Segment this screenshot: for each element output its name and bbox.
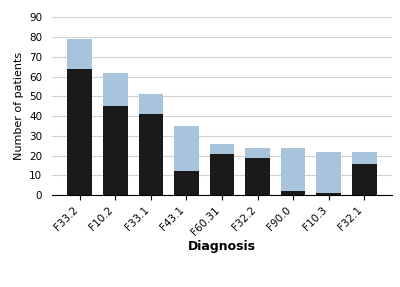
Y-axis label: Number of patients: Number of patients: [14, 52, 24, 160]
Bar: [281, 148, 306, 191]
Bar: [245, 148, 270, 158]
Bar: [352, 152, 376, 164]
Bar: [103, 106, 128, 195]
Bar: [245, 158, 270, 195]
Bar: [68, 69, 92, 195]
Bar: [138, 94, 163, 114]
Bar: [210, 144, 234, 154]
Bar: [138, 114, 163, 195]
Bar: [352, 164, 376, 195]
Bar: [174, 126, 199, 171]
Bar: [174, 171, 199, 195]
Bar: [281, 191, 306, 195]
Bar: [103, 73, 128, 106]
X-axis label: Diagnosis: Diagnosis: [188, 240, 256, 253]
Bar: [68, 39, 92, 69]
Bar: [316, 152, 341, 193]
Bar: [210, 154, 234, 195]
Bar: [316, 193, 341, 195]
